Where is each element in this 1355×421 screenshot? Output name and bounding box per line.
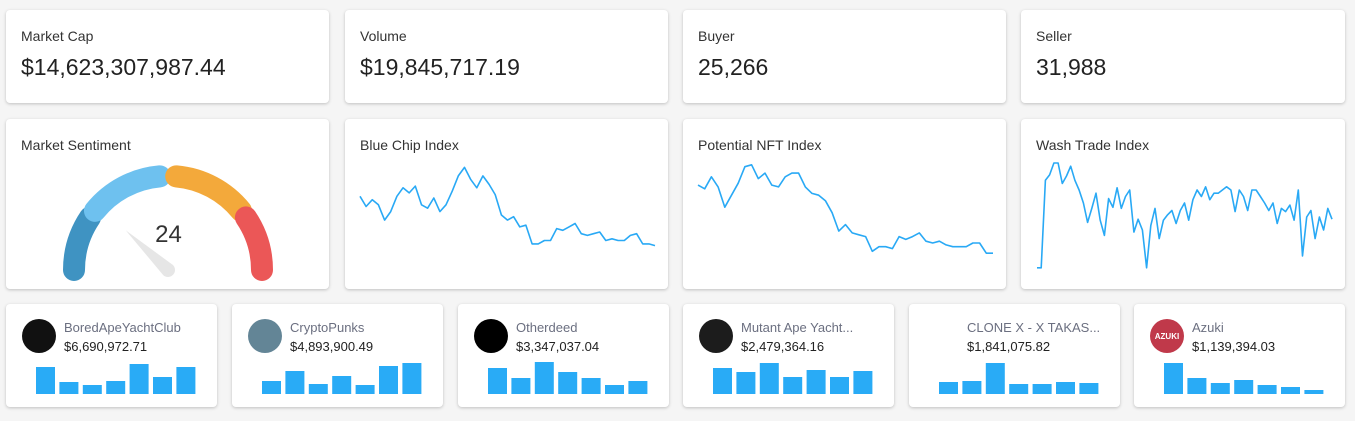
bar [285,371,305,394]
bar [806,370,826,394]
bar [1079,383,1099,394]
bar [1056,382,1075,394]
neutral-low-segment [83,165,171,222]
collection-avatar [699,319,733,353]
stat-value: 31,988 [1036,54,1107,80]
bar [176,367,196,394]
collection-card[interactable]: Otherdeed $3,347,037.04 [458,304,669,407]
bar [82,385,102,394]
stat-label: Market Cap [21,28,94,44]
collection-volume: $4,893,900.49 [290,339,374,354]
chart-title: Blue Chip Index [360,137,459,153]
wash-trade-line-chart [1037,162,1333,269]
bar [1281,387,1300,394]
potential-nft-index-card[interactable]: Potential NFT Index [683,119,1006,289]
bar [783,377,803,394]
bar [853,371,873,394]
stat-label: Buyer [698,28,735,44]
collection-volume: $6,690,972.71 [64,339,148,354]
gauge-needle [125,230,175,277]
bar [153,377,172,394]
series-line [697,163,993,254]
bar [511,378,531,394]
collection-bar-chart [713,363,873,394]
stat-value: 25,266 [698,54,769,80]
bar [713,368,732,394]
collection-card[interactable]: CryptoPunks $4,893,900.49 [232,304,443,407]
collection-card[interactable]: CLONE X - X TAKAS... $1,841,075.82 [909,304,1120,407]
bar [985,363,1005,394]
bar [36,367,55,394]
collection-bar-chart [36,364,196,394]
bar [534,362,554,394]
collection-card[interactable]: Mutant Ape Yacht... $2,479,364.16 [683,304,894,407]
bar [1009,384,1029,394]
collection-avatar [925,319,959,353]
potential-nft-line-chart [697,163,993,254]
stat-value: $19,845,717.19 [360,54,520,80]
collection-bar-chart [488,362,648,394]
bar [1032,384,1052,394]
bar [1234,380,1254,394]
collection-volume: $2,479,364.16 [741,339,825,354]
bar [1257,385,1277,394]
sentiment-label: Market Sentiment [21,137,131,153]
bar [402,363,422,394]
bar [736,372,756,394]
collection-card[interactable]: BoredApeYachtClub $6,690,972.71 [6,304,217,407]
collection-volume: $1,841,075.82 [967,339,1051,354]
stat-card-buyer: Buyer 25,266 [683,10,1006,103]
bar [129,364,149,394]
collection-bar-chart [1164,363,1324,394]
blue-chip-index-card[interactable]: Blue Chip Index [345,119,668,289]
bar [1304,390,1324,394]
wash-trade-index-card[interactable]: Wash Trade Index [1021,119,1345,289]
bar [830,377,849,394]
bar [605,385,624,394]
neutral-high-segment [165,165,253,222]
bar [308,384,328,394]
collection-bar-chart [262,363,422,394]
stat-card-volume: Volume $19,845,717.19 [345,10,668,103]
chart-title: Wash Trade Index [1036,137,1150,153]
sentiment-value: 24 [155,221,182,248]
collection-bar-chart [939,363,1099,394]
collection-volume: $1,139,394.03 [1192,339,1276,354]
stat-label: Volume [360,28,407,44]
fear-segment [63,206,102,281]
bar [558,372,578,394]
chart-title: Potential NFT Index [698,137,822,153]
series-line [1037,162,1333,269]
bar [1210,383,1230,394]
series-line [359,166,656,247]
stat-card-seller: Seller 31,988 [1021,10,1345,103]
bar [106,381,126,394]
collection-avatar: AZUKI [1150,319,1184,353]
bar [262,381,281,394]
market-sentiment-card: Market Sentiment 24 [6,119,329,289]
sentiment-gauge [63,165,273,281]
bar [581,378,601,394]
bar [355,385,375,394]
bar [1187,378,1207,394]
collection-card[interactable]: AZUKI Azuki $1,139,394.03 [1134,304,1345,407]
bar [379,366,398,394]
bar [628,381,648,394]
stat-label: Seller [1036,28,1072,44]
collection-avatar [248,319,282,353]
blue-chip-line-chart [359,166,656,247]
collection-avatar [474,319,508,353]
bar [332,376,352,394]
bar [962,381,982,394]
greed-segment [234,206,273,281]
collection-volume: $3,347,037.04 [516,339,600,354]
bar [488,368,507,394]
stat-card-market-cap: Market Cap $14,623,307,987.44 [6,10,329,103]
bar [1164,363,1183,394]
bar [759,363,779,394]
collection-avatar [22,319,56,353]
bar [939,382,958,394]
stat-value: $14,623,307,987.44 [21,54,226,80]
bar [59,382,79,394]
